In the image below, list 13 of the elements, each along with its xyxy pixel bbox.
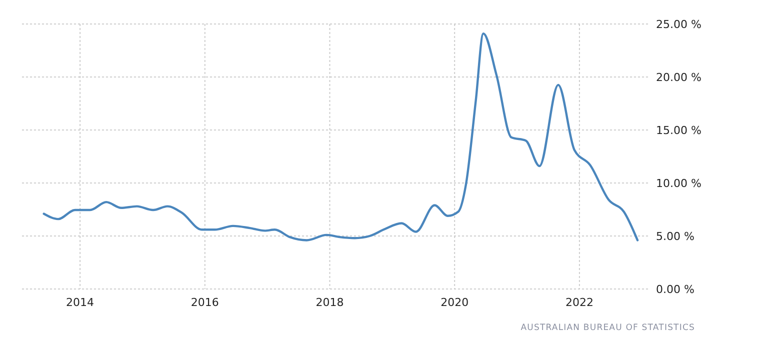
- x-tick-label: 2016: [190, 296, 219, 309]
- y-tick-label: 20.00 %: [656, 71, 702, 84]
- x-tick-label: 2018: [316, 296, 344, 309]
- x-tick-label: 2014: [66, 296, 94, 309]
- y-tick-label: 10.00 %: [656, 177, 702, 190]
- line-series: [42, 32, 639, 242]
- text: AUSTRALIAN BUREAU OF STATISTICS: [520, 323, 695, 333]
- x-tick-label: 2020: [440, 296, 469, 309]
- y-tick-label: 15.00 %: [656, 124, 702, 137]
- y-tick-label: 0.00 %: [656, 283, 694, 296]
- y-tick-label: 5.00 %: [656, 230, 694, 243]
- y-tick-label: 25.00 %: [656, 18, 702, 31]
- x-tick-label: 2022: [565, 296, 594, 309]
